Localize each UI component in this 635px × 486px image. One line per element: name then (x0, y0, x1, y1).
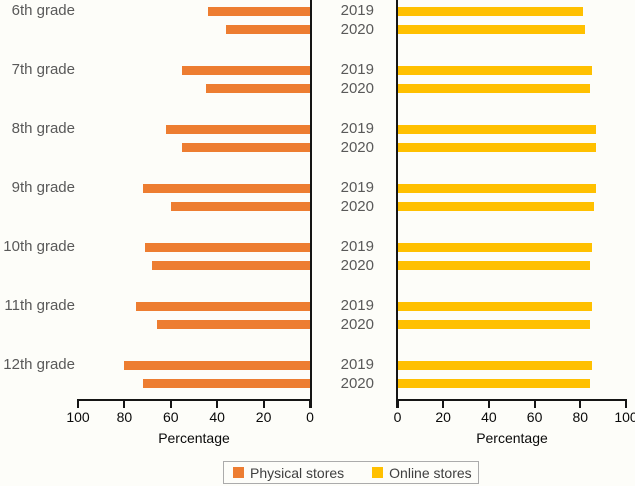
bar-online-stores-7th-grade-2020 (398, 84, 590, 93)
right-x-axis-title: Percentage (476, 430, 548, 446)
bar-online-stores-9th-grade-2019 (398, 183, 597, 193)
category-label-11th-grade: 11th grade (4, 297, 75, 314)
right-axis-tick-20 (442, 400, 445, 408)
category-label-7th-grade: 7th grade (11, 61, 75, 78)
right-axis-tick-label-100: 100 (614, 409, 635, 425)
bar-physical-stores-7th-grade-2020 (205, 84, 310, 93)
left-axis-tick-label-60: 60 (163, 409, 179, 425)
year-label-8th-grade-2019: 2019 (340, 120, 374, 137)
right-axis-tick-label-60: 60 (526, 409, 543, 425)
legend-label-online-stores: Online stores (389, 464, 472, 481)
left-axis-tick-20 (262, 400, 265, 408)
legend-label-physical-stores: Physical stores (250, 464, 345, 481)
right-axis-tick-label-0: 0 (393, 409, 402, 425)
bar-online-stores-8th-grade-2019 (398, 124, 597, 134)
right-axis-tick-40 (487, 400, 490, 408)
legend-item-online-stores: Online stores (372, 464, 472, 481)
right-axis-tick-label-40: 40 (481, 409, 497, 425)
left-axis-tick-100 (77, 400, 79, 408)
year-label-6th-grade-2020: 2020 (340, 20, 374, 38)
left-x-axis-title: Percentage (158, 430, 230, 446)
physical-stores-swatch-icon (233, 467, 244, 478)
year-label-12th-grade-2020: 2020 (340, 374, 374, 392)
legend-item-physical-stores: Physical stores (233, 465, 344, 481)
right-axis-tick-0 (396, 400, 399, 408)
left-axis-tick-label-80: 80 (116, 409, 133, 425)
category-label-12th-grade: 12th grade (3, 356, 75, 373)
left-axis-tick-label-20: 20 (255, 409, 272, 425)
category-label-6th-grade: 6th grade (11, 2, 75, 19)
bar-physical-stores-8th-grade-2020 (182, 143, 310, 152)
bar-physical-stores-8th-grade-2019 (166, 124, 310, 134)
year-label-10th-grade-2020: 2020 (340, 256, 374, 274)
right-axis-tick-label-80: 80 (572, 409, 589, 425)
left-axis-tick-label-100: 100 (66, 409, 90, 425)
right-chart-zero-axis-line (396, 0, 398, 408)
bar-physical-stores-12th-grade-2019 (124, 360, 310, 370)
bar-online-stores-11th-grade-2020 (398, 320, 590, 329)
bar-online-stores-10th-grade-2020 (398, 261, 590, 270)
bar-online-stores-9th-grade-2020 (398, 202, 595, 211)
bar-physical-stores-6th-grade-2020 (226, 25, 310, 34)
left-axis-tick-80 (123, 400, 126, 408)
left-axis-tick-label-0: 0 (306, 409, 314, 425)
year-label-7th-grade-2020: 2020 (340, 79, 374, 97)
bar-physical-stores-7th-grade-2019 (182, 65, 310, 75)
bar-online-stores-6th-grade-2019 (398, 6, 583, 16)
year-label-10th-grade-2019: 2019 (340, 238, 374, 255)
left-axis-tick-60 (169, 400, 172, 408)
right-axis-tick-80 (579, 400, 582, 408)
left-plot-physical-stores (78, 0, 310, 400)
bar-physical-stores-12th-grade-2020 (142, 379, 310, 388)
year-label-11th-grade-2020: 2020 (340, 315, 374, 333)
left-axis-tick-label-40: 40 (209, 409, 225, 425)
online-stores-swatch-icon (372, 467, 384, 478)
year-label-9th-grade-2020: 2020 (340, 197, 374, 215)
bar-physical-stores-10th-grade-2020 (152, 261, 310, 270)
bar-online-stores-10th-grade-2019 (398, 242, 592, 252)
bar-online-stores-7th-grade-2019 (398, 65, 592, 75)
bar-physical-stores-6th-grade-2019 (207, 6, 310, 16)
bar-physical-stores-9th-grade-2020 (170, 202, 310, 211)
left-chart-zero-axis-line (310, 0, 312, 408)
year-label-9th-grade-2019: 2019 (340, 179, 374, 196)
bar-online-stores-12th-grade-2019 (398, 360, 592, 370)
bar-online-stores-12th-grade-2020 (398, 379, 590, 388)
category-label-9th-grade: 9th grade (11, 179, 75, 196)
legend: Physical stores Online stores (223, 461, 479, 484)
left-x-axis-line (77, 399, 312, 401)
bar-online-stores-6th-grade-2020 (398, 25, 585, 34)
right-x-axis-line (396, 399, 627, 401)
bar-physical-stores-11th-grade-2019 (136, 301, 310, 311)
year-label-6th-grade-2019: 2019 (340, 2, 374, 19)
bar-physical-stores-9th-grade-2019 (142, 183, 310, 193)
year-label-8th-grade-2020: 2020 (340, 138, 374, 156)
category-label-10th-grade: 10th grade (3, 238, 75, 255)
right-axis-tick-100 (625, 400, 627, 408)
right-axis-tick-60 (533, 400, 536, 408)
right-axis-tick-label-20: 20 (435, 409, 451, 425)
bar-online-stores-11th-grade-2019 (398, 301, 592, 311)
year-label-11th-grade-2019: 2019 (340, 297, 374, 314)
right-plot-online-stores (398, 0, 626, 400)
category-label-8th-grade: 8th grade (11, 120, 75, 137)
left-axis-tick-40 (216, 400, 219, 408)
year-label-7th-grade-2019: 2019 (340, 61, 374, 78)
year-label-12th-grade-2019: 2019 (340, 356, 374, 373)
bar-physical-stores-10th-grade-2019 (145, 242, 310, 252)
bar-online-stores-8th-grade-2020 (398, 143, 597, 152)
left-axis-tick-0 (309, 400, 311, 408)
bar-physical-stores-11th-grade-2020 (156, 320, 310, 329)
